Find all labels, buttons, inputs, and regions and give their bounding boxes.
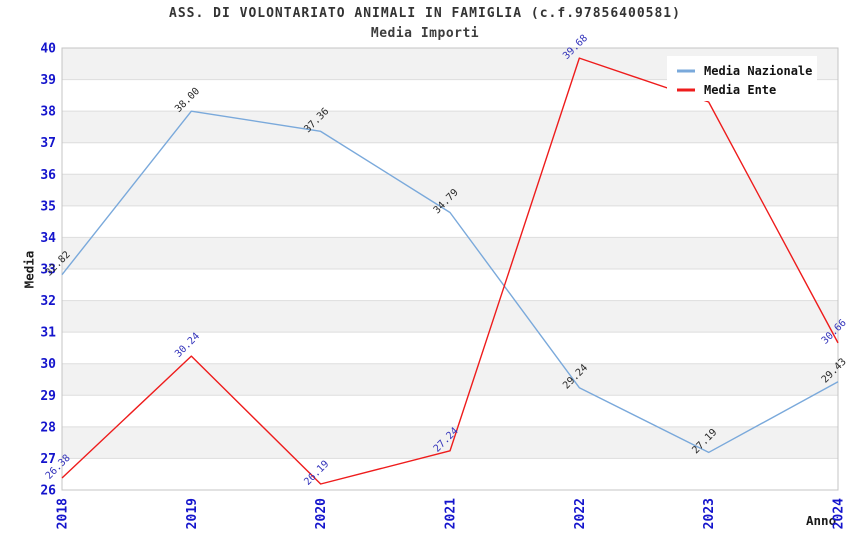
series-line-media-ente <box>61 57 839 485</box>
x-tick-label: 2018 <box>56 498 71 529</box>
grid-band <box>62 237 838 269</box>
grid-band <box>62 111 838 143</box>
y-tick-label: 36 <box>40 168 56 183</box>
y-tick-label: 29 <box>40 389 56 404</box>
y-tick-label: 28 <box>40 420 56 435</box>
y-tick-label: 31 <box>40 326 56 341</box>
y-tick-label: 33 <box>40 263 56 278</box>
grid-band <box>62 300 838 333</box>
chart-title: ASS. DI VOLONTARIATO ANIMALI IN FAMIGLIA… <box>169 6 681 21</box>
grid-band <box>62 426 838 459</box>
point-label: 38.00 <box>173 86 202 115</box>
point-label: 30.24 <box>173 331 202 360</box>
x-axis-title: Anno <box>806 513 837 528</box>
y-tick-label: 32 <box>40 294 56 309</box>
grid-band <box>62 174 838 206</box>
y-tick-label: 39 <box>40 73 56 88</box>
y-tick-label: 30 <box>40 357 56 372</box>
point-label: 26.19 <box>302 459 331 488</box>
y-tick-label: 37 <box>40 136 56 151</box>
legend-label-media-ente: Media Ente <box>704 83 776 97</box>
y-tick-label: 38 <box>40 105 56 120</box>
x-tick-label: 2024 <box>832 498 847 529</box>
y-tick-label: 27 <box>40 452 56 467</box>
y-tick-label: 35 <box>40 199 56 214</box>
legend-label-media-nazionale: Media Nazionale <box>704 64 812 78</box>
x-tick-label: 2019 <box>185 498 200 529</box>
grid-band <box>62 363 838 396</box>
x-tick-label: 2022 <box>573 498 588 529</box>
y-tick-label: 34 <box>40 231 56 246</box>
x-tick-label: 2021 <box>444 498 459 529</box>
y-tick-label: 40 <box>40 42 56 57</box>
plot-border <box>61 47 839 491</box>
x-tick-label: 2020 <box>314 498 329 529</box>
legend-box <box>667 56 817 101</box>
series-line-media-nazionale <box>61 110 839 454</box>
y-tick-label: 26 <box>40 484 56 499</box>
chart-subtitle: Media Importi <box>370 26 480 41</box>
x-tick-label: 2023 <box>702 498 717 529</box>
